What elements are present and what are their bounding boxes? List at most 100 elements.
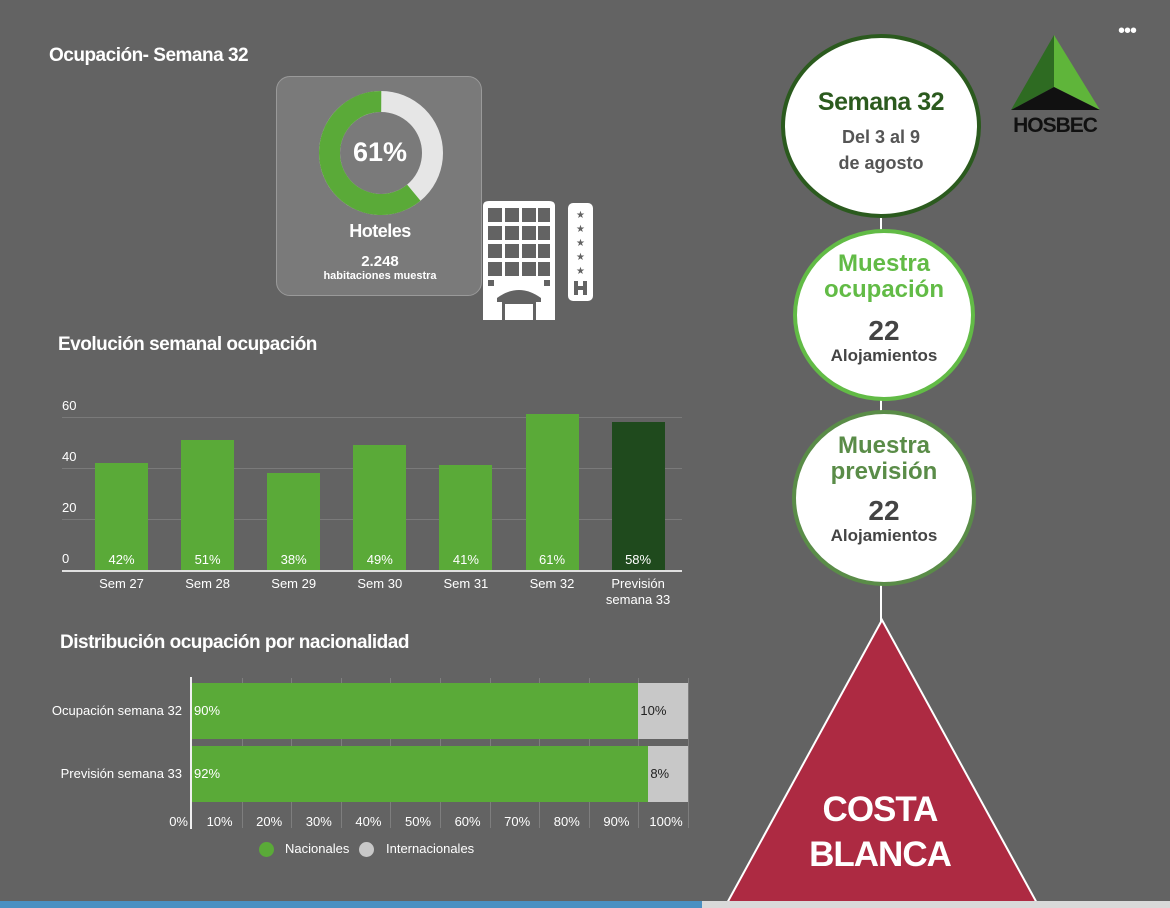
bar[interactable] <box>95 462 148 570</box>
sample-forecast-title-1: Muestra <box>837 432 931 459</box>
bar[interactable] <box>353 445 407 570</box>
bar[interactable] <box>525 414 579 570</box>
donut-fill <box>319 91 443 215</box>
evolution-chart-title: Evolución semanal ocupación <box>58 334 317 355</box>
bar[interactable] <box>611 422 665 570</box>
x-axis-line <box>62 570 682 572</box>
sample-forecast-circle: Muestra previsión 22 Alojamientos <box>792 410 976 586</box>
x-category-label: Sem 30 <box>335 576 425 592</box>
evolution-bar-chart: 0 20 40 60 42% Sem 27 51% Sem 28 38% Sem 29 49% Sem… <box>0 0 700 620</box>
x-gridline <box>688 678 689 828</box>
week-range-line1: Del 3 al 9 <box>841 127 921 147</box>
x-category-label: Sem 27 <box>77 576 167 592</box>
logo-text: HOSBEC <box>1013 114 1098 136</box>
progress-track <box>0 901 1170 908</box>
x-tick-label: 40% <box>355 814 382 829</box>
segment-value-label: 90% <box>194 703 221 718</box>
x-category-line: Sem 28 <box>185 576 230 591</box>
legend-label-nacionales[interactable]: Nacionales <box>285 841 350 856</box>
region-line-1: COSTA <box>822 790 939 829</box>
x-tick-label: 0% <box>169 814 188 829</box>
y-category-label: Previsión semana 33 <box>60 766 182 781</box>
segment-nacionales[interactable] <box>192 746 649 802</box>
sample-occupancy-circle: Muestra ocupación 22 Alojamientos <box>793 229 975 401</box>
segment-value-label: 92% <box>194 766 221 781</box>
bar-value-label: 51% <box>194 552 221 567</box>
y-tick-label: 0 <box>62 551 70 566</box>
week-circle: Semana 32 Del 3 al 9 de agosto <box>781 34 981 218</box>
y-axis-line <box>190 677 192 829</box>
card-title: Hoteles <box>349 221 411 241</box>
svg-text:★: ★ <box>576 238 585 249</box>
x-category-line: Sem 30 <box>357 576 403 591</box>
legend-marker-nacionales <box>259 842 274 857</box>
nationality-chart-title: Distribución ocupación por nacionalidad <box>60 632 409 653</box>
bar[interactable] <box>181 439 235 570</box>
x-tick-label: 100% <box>649 814 683 829</box>
x-tick-label: 30% <box>305 814 332 829</box>
region-line-2: BLANCA <box>809 835 952 874</box>
page-title: Ocupación- Semana 32 <box>49 45 249 66</box>
x-category-label: Sem 28 <box>163 576 253 592</box>
x-category-line: Previsión <box>611 576 665 591</box>
x-category-label: Previsión semana 33 <box>593 576 683 608</box>
segment-internacionales[interactable] <box>648 746 688 802</box>
svg-text:★: ★ <box>576 224 585 235</box>
week-range-line2: de agosto <box>838 153 924 173</box>
costa-blanca-triangle <box>724 617 1040 905</box>
x-category-label: Sem 32 <box>507 576 597 592</box>
sample-occupancy-unit: Alojamientos <box>830 346 938 365</box>
x-category-line: Sem 27 <box>99 576 144 591</box>
bar[interactable] <box>439 465 493 570</box>
sample-occupancy-title-1: Muestra <box>837 250 931 277</box>
x-category-line: Sem 31 <box>443 576 489 591</box>
hotel-occupancy-card: 61% Hoteles 2.248 habitaciones muestra <box>276 76 482 296</box>
x-category-label: Sem 29 <box>249 576 339 592</box>
nationality-stacked-chart: 0% 10% 20% 30% 40% 50% 60% 70% 80% 90% 100% Ocupaci… <box>51 677 689 829</box>
gridline <box>62 417 682 418</box>
x-tick-label: 90% <box>603 814 630 829</box>
sample-occupancy-title-2: ocupación <box>823 276 944 303</box>
segment-value-label: 8% <box>650 766 670 781</box>
legend-label-internacionales[interactable]: Internacionales <box>386 841 475 856</box>
x-category-line: Sem 29 <box>271 576 317 591</box>
bar-value-label: 58% <box>625 552 652 567</box>
x-tick-label: 60% <box>454 814 481 829</box>
svg-text:★: ★ <box>576 266 585 277</box>
rooms-label: habitaciones muestra <box>323 270 437 282</box>
x-category-line: Sem 32 <box>529 576 575 591</box>
legend-marker-internacionales <box>359 842 374 857</box>
x-category-line: semana 33 <box>605 592 671 607</box>
rooms-count: 2.248 <box>361 253 399 270</box>
bar[interactable] <box>267 473 321 570</box>
donut-value: 61% <box>352 137 408 167</box>
y-tick-label: 20 <box>62 500 77 515</box>
hosbec-logo: HOSBEC <box>1011 35 1100 136</box>
sample-forecast-count: 22 <box>868 495 900 526</box>
y-tick-label: 60 <box>62 398 77 413</box>
occupancy-donut <box>319 91 443 215</box>
x-tick-label: 10% <box>206 814 233 829</box>
more-options-button[interactable]: ••• <box>1118 20 1137 42</box>
hotel-building-icon: ★ ★ ★ ★ ★ <box>483 201 593 320</box>
y-tick-label: 40 <box>62 449 77 464</box>
bar-value-label: 38% <box>280 552 307 567</box>
x-tick-label: 80% <box>553 814 580 829</box>
week-title: Semana 32 <box>817 88 945 116</box>
x-tick-label: 50% <box>404 814 432 829</box>
segment-nacionales[interactable] <box>192 683 639 739</box>
sample-forecast-title-2: previsión <box>830 458 938 485</box>
svg-text:★: ★ <box>576 252 585 263</box>
bar-value-label: 42% <box>108 552 135 567</box>
segment-internacionales[interactable] <box>638 683 688 739</box>
segment-value-label: 10% <box>640 703 667 718</box>
sample-forecast-unit: Alojamientos <box>830 526 938 545</box>
svg-text:★: ★ <box>576 210 585 221</box>
bar-value-label: 61% <box>538 552 566 567</box>
y-category-label: Ocupación semana 32 <box>51 703 182 718</box>
bar-value-label: 49% <box>366 552 393 567</box>
progress-fill <box>0 901 702 908</box>
sample-occupancy-count: 22 <box>868 315 900 346</box>
x-tick-label: 70% <box>504 814 531 829</box>
x-category-label: Sem 31 <box>421 576 511 592</box>
